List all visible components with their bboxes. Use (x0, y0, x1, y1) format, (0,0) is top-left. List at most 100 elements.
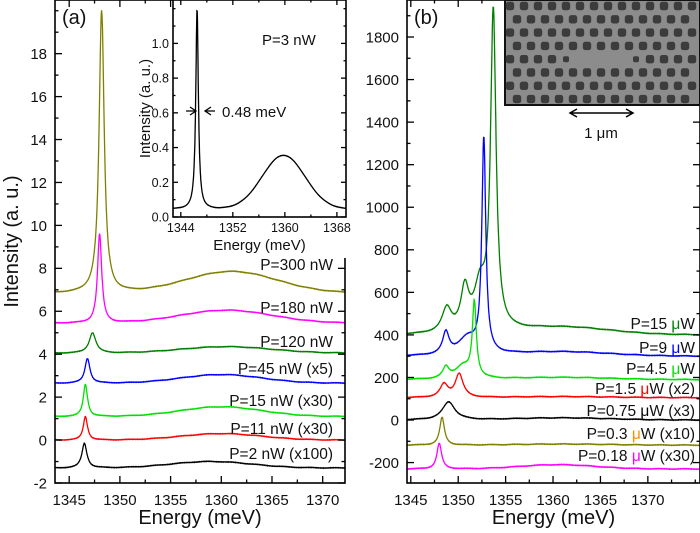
series-label: P=15 μW (630, 316, 695, 333)
sem-hole (561, 1, 571, 11)
sem-hole (666, 94, 676, 104)
label-suffix: W (680, 316, 695, 333)
x-tick-label: 1370 (631, 492, 664, 509)
label-prefix: P=0.3 (587, 426, 632, 443)
series-label: P=180 nW (260, 300, 333, 317)
sem-hole (519, 28, 529, 37)
x-tick-label: 1360 (205, 492, 238, 509)
x-tick-label: 1368 (323, 221, 351, 235)
series-line (55, 358, 345, 385)
sem-hole (638, 68, 648, 77)
sem-hole (631, 1, 641, 11)
sem-hole (617, 28, 627, 37)
sem-hole (519, 81, 529, 90)
sem-hole (519, 55, 529, 64)
sem-hole (547, 55, 557, 64)
sem-hole (526, 68, 536, 77)
series-line (407, 136, 700, 358)
sem-hole (617, 1, 627, 11)
y-tick-label: 800 (374, 242, 399, 259)
sem-hole (505, 1, 515, 11)
label-unit-mu: μ (640, 403, 649, 420)
sem-hole (533, 81, 543, 90)
series-label: P=0.3 μW (x10) (587, 426, 695, 443)
x-tick-label: 1360 (536, 492, 569, 509)
sem-hole (589, 81, 599, 90)
sem-hole (687, 81, 697, 90)
sem-hole (563, 56, 569, 63)
sem-hole (673, 28, 683, 37)
sem-hole (568, 68, 578, 77)
x-tick-label: 1360 (271, 221, 299, 235)
sem-hole (582, 68, 592, 77)
sem-hole (561, 81, 571, 90)
y-tick-label: 600 (374, 285, 399, 302)
label-unit-mu: μ (671, 340, 680, 357)
inset-a: 1344 1352 1360 1368 0.0 0.2 0.4 0.6 0.8 1.0 Energy… (137, 0, 351, 254)
series-label: P=45 nW (x5) (238, 361, 333, 378)
linewidth-arrows-icon (186, 106, 215, 116)
sem-hole (624, 15, 634, 24)
y-tick-label: 14 (30, 132, 47, 149)
series-label: P=9 μW (639, 340, 695, 357)
sem-hole (610, 68, 620, 77)
sem-hole (610, 41, 620, 51)
sem-hole (624, 68, 634, 77)
sem-hole (505, 55, 515, 64)
series-label: P=0.75 μW (x3) (587, 403, 695, 420)
sem-hole (631, 81, 641, 90)
sem-hole (596, 68, 606, 77)
sem-hole (554, 94, 564, 104)
sem-hole (519, 1, 529, 11)
y-tick-label: 0.8 (152, 72, 169, 86)
sem-hole (526, 94, 536, 104)
y-tick-label: 1.0 (152, 37, 169, 51)
label-prefix: P=4.5 (626, 361, 671, 378)
y-tick-label: 0.6 (152, 106, 169, 120)
sem-hole (540, 68, 550, 77)
sem-hole (547, 81, 557, 90)
sem-hole (568, 41, 578, 51)
series-line (173, 9, 346, 210)
sem-hole (638, 41, 648, 51)
sem-hole (589, 28, 599, 37)
label-unit-mu: μ (671, 361, 680, 378)
sem-hole (596, 94, 606, 104)
sem-hole (652, 68, 662, 77)
series-label: P=2 nW (x100) (229, 446, 333, 463)
sem-hole (554, 15, 564, 24)
label-suffix: W (x2) (649, 381, 695, 398)
sem-hole (673, 55, 683, 64)
sem-hole (589, 1, 599, 11)
sem-hole (582, 15, 592, 24)
sem-hole (659, 28, 669, 37)
sem-hole (533, 55, 543, 64)
sem-hole (687, 1, 697, 11)
sem-hole (575, 28, 585, 37)
sem-hole (680, 41, 690, 51)
sem-hole (666, 15, 676, 24)
sem-hole (673, 1, 683, 11)
sem-hole (603, 1, 613, 11)
x-tick-label: 1370 (306, 492, 339, 509)
y-tick-label: 0.0 (152, 211, 169, 225)
sem-hole (673, 81, 683, 90)
sem-hole (596, 41, 606, 51)
y-tick-label: 1800 (366, 29, 399, 46)
sem-hole (526, 41, 536, 51)
y-tick-label: 12 (30, 175, 47, 192)
label-prefix: P=9 (639, 340, 671, 357)
sem-hole (596, 15, 606, 24)
series-line (407, 372, 700, 400)
sem-hole (645, 1, 655, 11)
label-suffix: W (680, 340, 695, 357)
sem-hole (505, 28, 515, 37)
sem-hole (645, 81, 655, 90)
sem-hole (603, 81, 613, 90)
x-tick-label: 1352 (219, 221, 247, 235)
panel-label: (a) (62, 7, 86, 29)
sem-hole (526, 15, 536, 24)
series-label: P=1.5 μW (x2) (595, 381, 695, 398)
y-tick-label: -2 (34, 475, 47, 492)
